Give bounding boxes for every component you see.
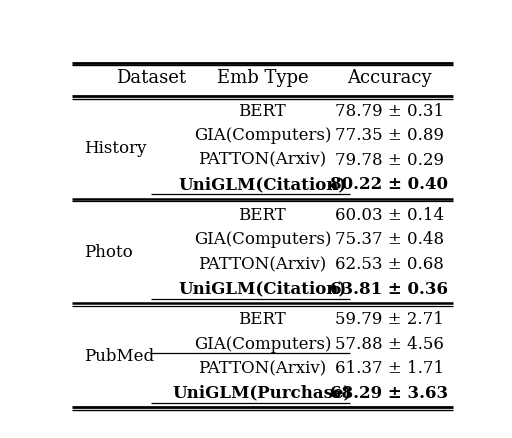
Text: 77.35 ± 0.89: 77.35 ± 0.89 [335,127,444,144]
Text: 78.79 ± 0.31: 78.79 ± 0.31 [335,102,444,120]
Text: History: History [84,140,146,156]
Text: PubMed: PubMed [84,348,154,365]
Text: PATTON(Arxiv): PATTON(Arxiv) [198,256,327,273]
Text: GIA(Computers): GIA(Computers) [194,127,331,144]
Text: PATTON(Arxiv): PATTON(Arxiv) [198,360,327,377]
Text: 60.03 ± 0.14: 60.03 ± 0.14 [335,207,444,224]
Text: BERT: BERT [239,311,286,328]
Text: UniGLM(Citation): UniGLM(Citation) [178,177,347,194]
Text: 80.22 ± 0.40: 80.22 ± 0.40 [330,177,449,194]
Text: Dataset: Dataset [116,69,186,87]
Text: GIA(Computers): GIA(Computers) [194,231,331,248]
Text: 79.78 ± 0.29: 79.78 ± 0.29 [335,152,444,169]
Text: BERT: BERT [239,102,286,120]
Text: BERT: BERT [239,207,286,224]
Text: Photo: Photo [84,244,133,261]
Text: Accuracy: Accuracy [347,69,432,87]
Text: PATTON(Arxiv): PATTON(Arxiv) [198,152,327,169]
Text: 68.29 ± 3.63: 68.29 ± 3.63 [330,385,449,402]
Text: Emb Type: Emb Type [217,69,308,87]
Text: 61.37 ± 1.71: 61.37 ± 1.71 [335,360,444,377]
Text: UniGLM(Purchase): UniGLM(Purchase) [173,385,352,402]
Text: GIA(Computers): GIA(Computers) [194,336,331,353]
Text: UniGLM(Citation): UniGLM(Citation) [178,281,347,298]
Text: 63.81 ± 0.36: 63.81 ± 0.36 [330,281,449,298]
Text: 62.53 ± 0.68: 62.53 ± 0.68 [335,256,444,273]
Text: 59.79 ± 2.71: 59.79 ± 2.71 [335,311,444,328]
Text: 57.88 ± 4.56: 57.88 ± 4.56 [335,336,444,353]
Text: 75.37 ± 0.48: 75.37 ± 0.48 [335,231,444,248]
